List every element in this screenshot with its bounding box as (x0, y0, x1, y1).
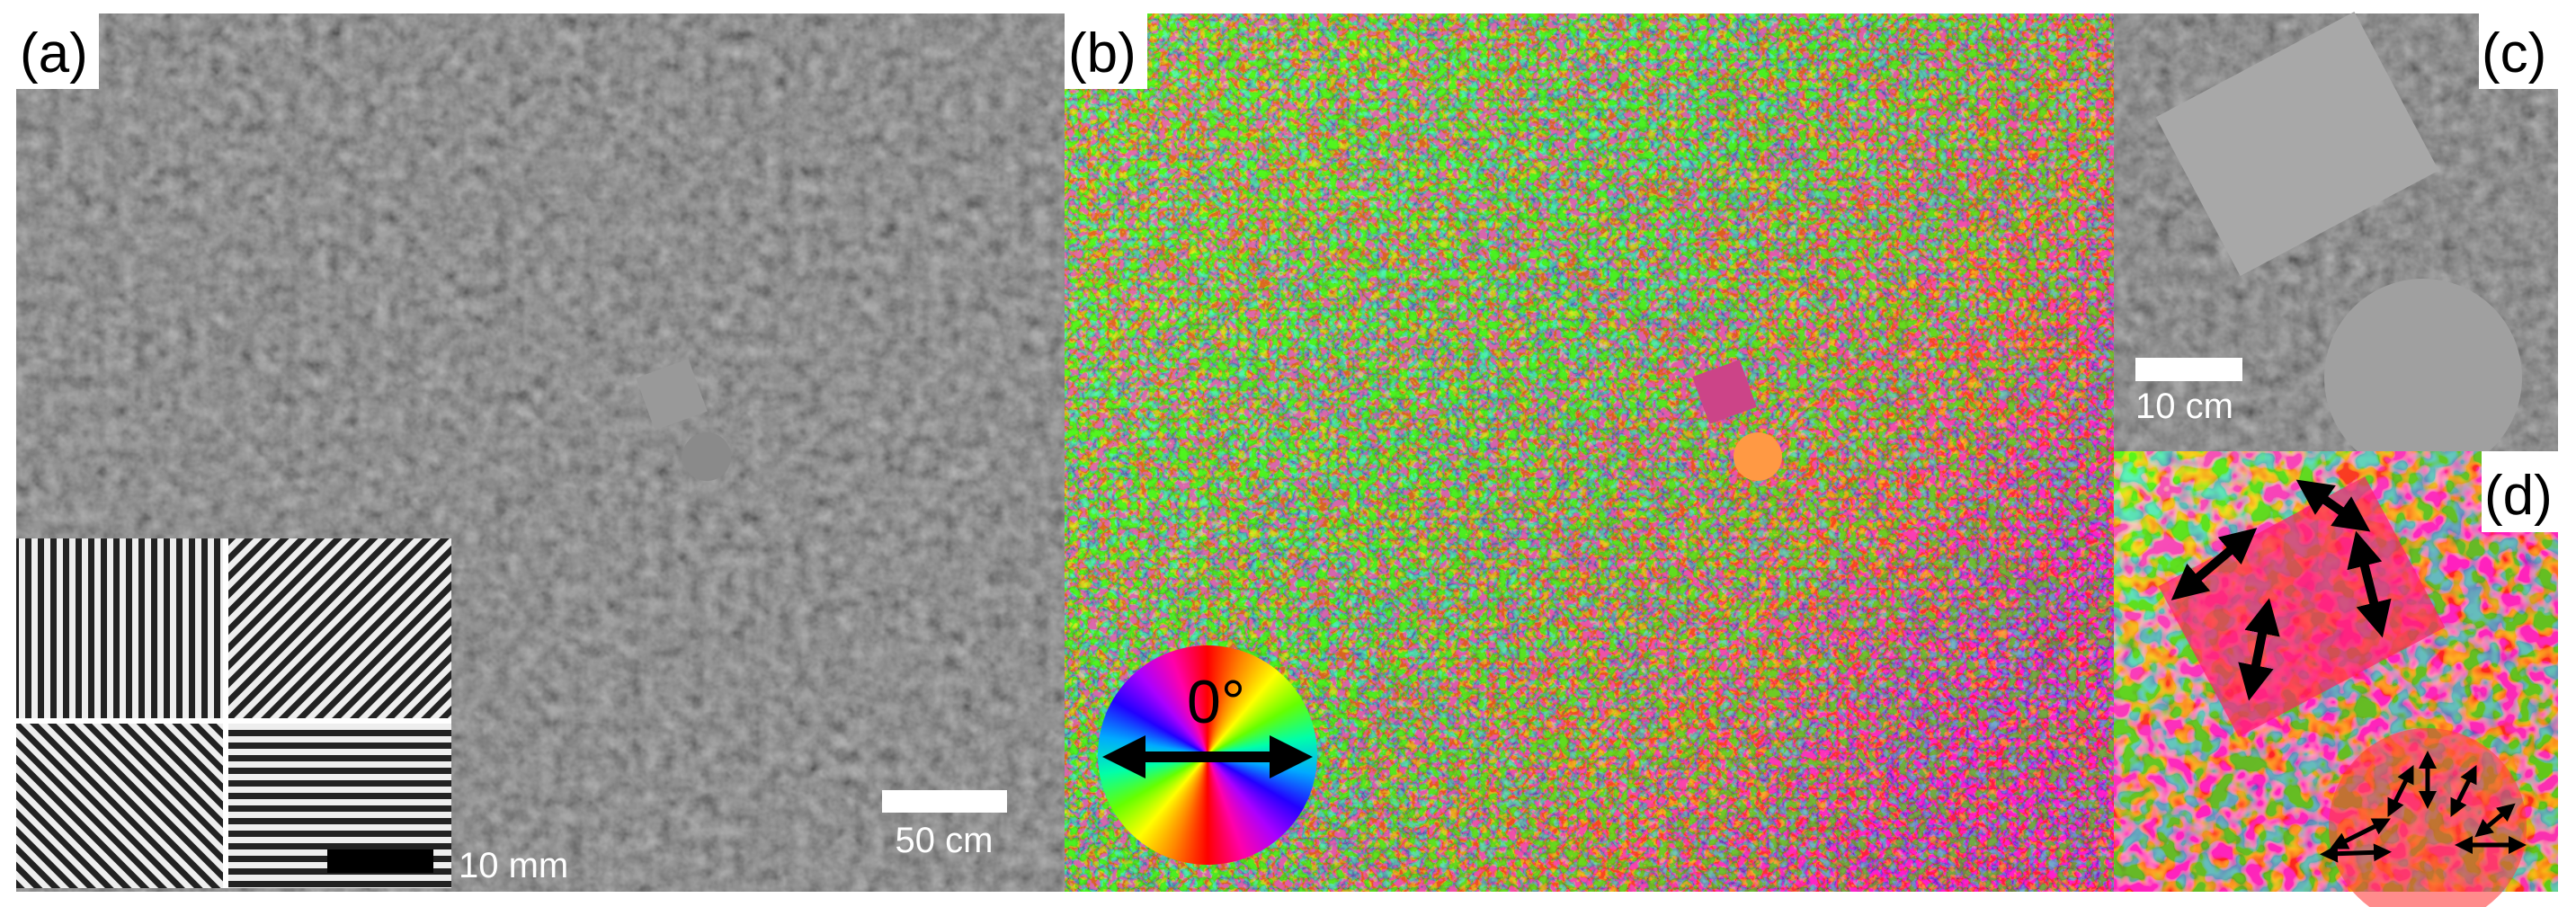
target-disc (682, 432, 731, 481)
inset-scale-label: 10 mm (459, 846, 568, 885)
panel-label: (c) (2482, 22, 2546, 84)
scale-bar (882, 790, 1007, 813)
target-square (636, 359, 708, 431)
panel-label: (d) (2484, 465, 2553, 527)
target-disc (1734, 432, 1782, 481)
panel-label: (b) (1068, 22, 1136, 84)
scale-bar (2135, 358, 2242, 381)
target-disc (2324, 279, 2522, 476)
scale-label: 10 cm (2135, 387, 2233, 426)
panel-label: (a) (20, 22, 88, 84)
scale-label: 50 cm (896, 821, 994, 860)
target-square (1692, 360, 1757, 424)
target-square (2155, 12, 2439, 276)
panel-a: 10 mm 50 cm (a) (16, 13, 1065, 892)
panel-b: (b) (1065, 13, 2114, 892)
arrows (2170, 479, 2527, 863)
panel-c: 10 cm (c) (2114, 12, 2558, 476)
wheel-label: 0° (1187, 668, 1246, 736)
inset (16, 538, 451, 888)
panel-d: (d) (2114, 451, 2558, 907)
